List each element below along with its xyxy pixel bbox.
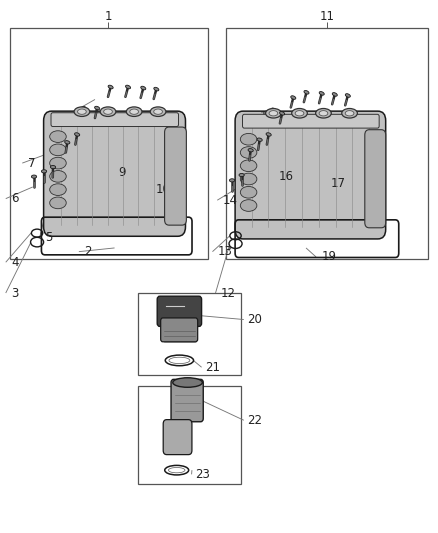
Ellipse shape [279,111,285,115]
Text: 11: 11 [319,10,335,23]
FancyBboxPatch shape [163,419,192,455]
Bar [10,28,208,259]
Ellipse shape [49,171,66,182]
Ellipse shape [49,197,66,209]
Ellipse shape [50,165,56,168]
Text: 12: 12 [221,287,236,300]
Ellipse shape [173,378,202,387]
Ellipse shape [49,131,66,142]
Ellipse shape [240,173,257,185]
Ellipse shape [319,92,324,95]
Bar [138,293,241,375]
Ellipse shape [269,111,278,116]
FancyBboxPatch shape [165,127,186,225]
Ellipse shape [108,85,113,89]
Text: 18: 18 [368,187,383,200]
Text: 5: 5 [45,231,52,244]
Ellipse shape [240,187,257,198]
Text: 23: 23 [195,468,210,481]
Ellipse shape [295,111,304,116]
Ellipse shape [304,91,309,94]
Ellipse shape [42,169,47,173]
Ellipse shape [319,111,328,116]
Text: 1: 1 [104,10,112,23]
Bar [138,386,241,484]
Ellipse shape [74,133,80,136]
Ellipse shape [345,111,354,116]
Ellipse shape [240,133,257,145]
Ellipse shape [342,109,357,118]
Ellipse shape [126,85,131,89]
Ellipse shape [257,138,262,141]
FancyBboxPatch shape [44,111,185,236]
Ellipse shape [292,109,307,118]
Ellipse shape [49,184,66,196]
Ellipse shape [95,106,100,110]
Ellipse shape [240,147,257,158]
Bar [226,28,428,259]
Ellipse shape [104,109,113,114]
Text: 14: 14 [223,193,237,207]
Text: 2: 2 [84,245,92,258]
Text: 10: 10 [156,183,171,196]
Ellipse shape [130,109,138,114]
FancyBboxPatch shape [243,114,379,128]
Ellipse shape [240,200,257,212]
Text: 4: 4 [11,256,18,269]
Text: 20: 20 [247,313,262,326]
Ellipse shape [332,93,337,96]
Ellipse shape [230,179,235,182]
Ellipse shape [74,107,90,116]
FancyBboxPatch shape [51,113,179,126]
Ellipse shape [154,109,162,114]
Ellipse shape [240,160,257,172]
FancyBboxPatch shape [171,379,203,422]
Ellipse shape [265,109,281,118]
Ellipse shape [126,107,142,116]
Text: 6: 6 [11,192,18,205]
Text: 13: 13 [218,245,233,258]
FancyBboxPatch shape [157,296,201,326]
FancyBboxPatch shape [365,130,386,228]
Ellipse shape [78,109,86,114]
Ellipse shape [239,173,244,176]
Ellipse shape [150,107,166,116]
Ellipse shape [141,86,146,90]
Text: 22: 22 [247,414,262,427]
Ellipse shape [316,109,331,118]
Text: 7: 7 [28,157,35,169]
FancyBboxPatch shape [235,111,386,239]
Text: 15: 15 [259,110,274,123]
Text: 17: 17 [331,177,346,190]
Text: 16: 16 [279,170,293,183]
Ellipse shape [248,149,253,152]
FancyBboxPatch shape [161,318,198,342]
Ellipse shape [266,133,271,136]
Ellipse shape [49,144,66,156]
Ellipse shape [32,175,37,178]
Ellipse shape [49,157,66,169]
Text: 21: 21 [205,361,220,374]
Text: 9: 9 [118,166,126,179]
Text: 3: 3 [11,287,18,300]
Ellipse shape [154,87,159,91]
Ellipse shape [65,141,70,144]
Ellipse shape [291,96,296,99]
Text: 19: 19 [321,251,336,263]
Ellipse shape [345,94,350,98]
Ellipse shape [100,107,116,116]
Text: 8: 8 [80,104,87,118]
